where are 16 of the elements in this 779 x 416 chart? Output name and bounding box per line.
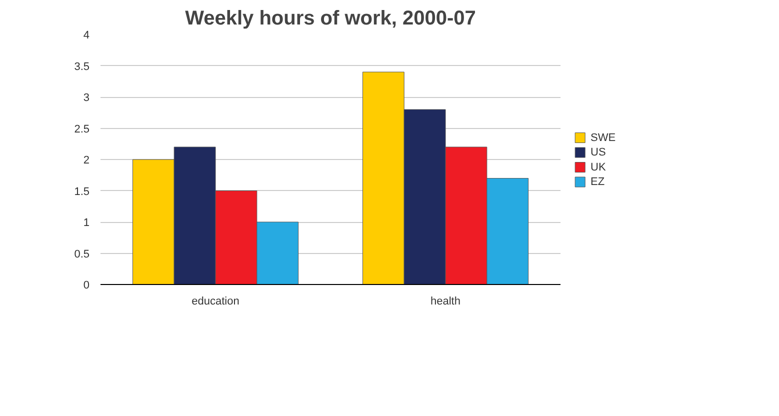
y-tick-label: 1	[83, 217, 90, 229]
x-tick-label: health	[430, 296, 460, 308]
y-tick-label: 2	[83, 154, 90, 166]
y-tick-label: 3	[83, 92, 90, 104]
x-tick-label: education	[192, 296, 240, 308]
legend-label: UK	[590, 161, 606, 174]
y-tick-label: 4	[83, 30, 90, 42]
chart-title: Weekly hours of work, 2000-07	[185, 8, 476, 30]
y-tick-label: 3.5	[74, 60, 90, 73]
legend-label: EZ	[590, 176, 605, 188]
y-tick-label: 0	[83, 280, 90, 292]
legend-label: SWE	[590, 132, 616, 144]
y-tick-label: 2.5	[74, 123, 90, 136]
y-tick-label: 0.5	[74, 248, 90, 260]
legend-label: US	[590, 146, 606, 158]
y-tick-label: 1.5	[74, 186, 90, 198]
